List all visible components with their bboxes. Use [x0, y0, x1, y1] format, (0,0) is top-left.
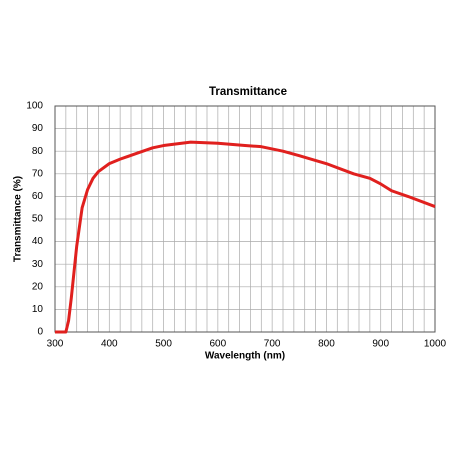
y-tick-label: 20 [32, 281, 44, 292]
x-tick-label: 700 [264, 339, 281, 350]
x-tick-label: 400 [101, 339, 118, 350]
x-tick-label: 600 [210, 339, 227, 350]
y-tick-label: 100 [26, 101, 43, 112]
x-axis-title: Wavelength (nm) [205, 351, 285, 362]
chart-title: Transmittance [209, 86, 287, 98]
y-tick-label: 90 [32, 123, 44, 134]
y-tick-label: 60 [32, 191, 44, 202]
x-tick-label: 900 [372, 339, 389, 350]
x-tick-label: 800 [318, 339, 335, 350]
data-line [55, 140, 436, 334]
plot-frame [54, 105, 436, 333]
y-tick-label: 30 [32, 259, 44, 270]
y-tick-label: 80 [32, 146, 44, 157]
y-tick-label: 10 [32, 304, 44, 315]
y-axis-title: Transmittance (%) [13, 176, 24, 262]
x-tick-label: 300 [47, 339, 64, 350]
x-tick-label: 1000 [424, 339, 447, 350]
y-tick-label: 0 [37, 327, 43, 338]
x-tick-label: 500 [155, 339, 172, 350]
y-tick-label: 50 [32, 214, 44, 225]
y-tick-label: 40 [32, 236, 44, 247]
y-tick-label: 70 [32, 168, 44, 179]
